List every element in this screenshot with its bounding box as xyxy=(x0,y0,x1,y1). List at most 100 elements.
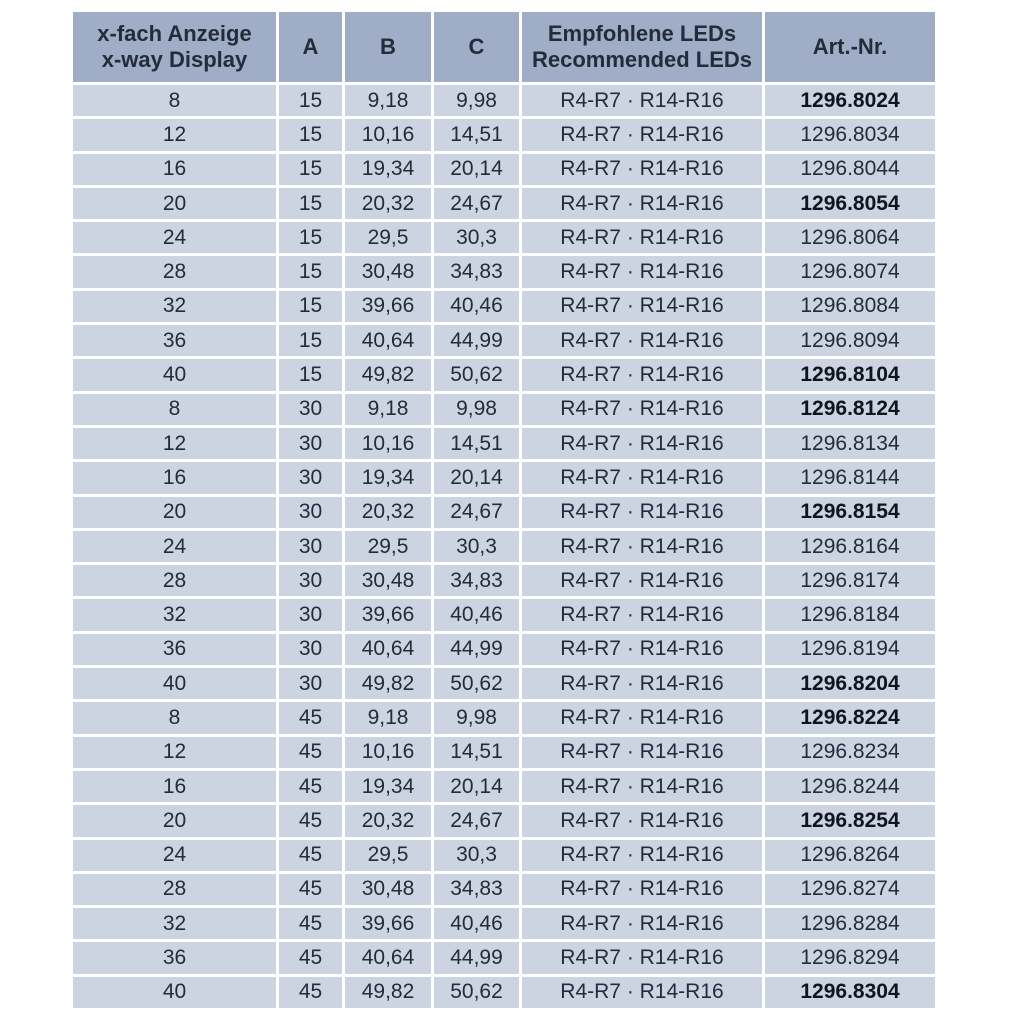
cell-x: 28 xyxy=(73,256,276,288)
table-row: 28 30 30,48 34,83 R4-R7 · R14-R16 1296.8174 xyxy=(73,565,935,597)
cell-a: 30 xyxy=(279,462,342,494)
cell-c: 24,67 xyxy=(434,805,519,837)
cell-c: 30,3 xyxy=(434,530,519,563)
cell-x: 24 xyxy=(73,222,276,254)
cell-b: 20,32 xyxy=(345,805,431,837)
table-row: 20 45 20,32 24,67 R4-R7 · R14-R16 1296.8254 xyxy=(73,805,935,837)
cell-x: 36 xyxy=(73,325,276,357)
cell-b: 9,18 xyxy=(345,702,431,734)
cell-leds: R4-R7 · R14-R16 xyxy=(522,908,762,940)
cell-leds: R4-R7 · R14-R16 xyxy=(522,427,762,460)
cell-b: 10,16 xyxy=(345,427,431,460)
cell-leds: R4-R7 · R14-R16 xyxy=(522,290,762,323)
cell-c: 20,14 xyxy=(434,153,519,185)
cell-art: 1296.8064 xyxy=(765,222,935,254)
cell-art: 1296.8224 xyxy=(765,702,935,734)
cell-x: 32 xyxy=(73,599,276,631)
cell-art: 1296.8194 xyxy=(765,633,935,666)
cell-b: 40,64 xyxy=(345,633,431,666)
cell-b: 29,5 xyxy=(345,839,431,871)
cell-c: 30,3 xyxy=(434,222,519,254)
cell-b: 49,82 xyxy=(345,668,431,700)
cell-leds: R4-R7 · R14-R16 xyxy=(522,359,762,391)
table-row: 12 15 10,16 14,51 R4-R7 · R14-R16 1296.8034 xyxy=(73,119,935,151)
cell-c: 24,67 xyxy=(434,496,519,528)
header-c: C xyxy=(434,12,519,82)
header-b: B xyxy=(345,12,431,82)
cell-x: 20 xyxy=(73,187,276,220)
cell-b: 39,66 xyxy=(345,599,431,631)
table-row: 12 45 10,16 14,51 R4-R7 · R14-R16 1296.8234 xyxy=(73,736,935,768)
cell-art: 1296.8054 xyxy=(765,187,935,220)
cell-leds: R4-R7 · R14-R16 xyxy=(522,736,762,768)
cell-leds: R4-R7 · R14-R16 xyxy=(522,668,762,700)
cell-c: 50,62 xyxy=(434,668,519,700)
cell-a: 45 xyxy=(279,839,342,871)
header-display-line1: x-fach Anzeige xyxy=(97,21,252,46)
cell-a: 15 xyxy=(279,290,342,323)
cell-a: 45 xyxy=(279,976,342,1009)
cell-b: 20,32 xyxy=(345,187,431,220)
cell-c: 40,46 xyxy=(434,908,519,940)
table-row: 32 15 39,66 40,46 R4-R7 · R14-R16 1296.8084 xyxy=(73,290,935,323)
cell-a: 30 xyxy=(279,565,342,597)
cell-x: 36 xyxy=(73,942,276,974)
table-row: 16 45 19,34 20,14 R4-R7 · R14-R16 1296.8244 xyxy=(73,770,935,803)
cell-leds: R4-R7 · R14-R16 xyxy=(522,805,762,837)
table-row: 12 30 10,16 14,51 R4-R7 · R14-R16 1296.8134 xyxy=(73,427,935,460)
table-row: 24 30 29,5 30,3 R4-R7 · R14-R16 1296.8164 xyxy=(73,530,935,563)
header-a: A xyxy=(279,12,342,82)
cell-c: 9,98 xyxy=(434,393,519,425)
cell-c: 14,51 xyxy=(434,427,519,460)
table-row: 8 15 9,18 9,98 R4-R7 · R14-R16 1296.8024 xyxy=(73,85,935,117)
table-row: 32 30 39,66 40,46 R4-R7 · R14-R16 1296.8184 xyxy=(73,599,935,631)
cell-c: 20,14 xyxy=(434,462,519,494)
cell-a: 45 xyxy=(279,736,342,768)
cell-leds: R4-R7 · R14-R16 xyxy=(522,565,762,597)
cell-c: 24,67 xyxy=(434,187,519,220)
cell-a: 30 xyxy=(279,633,342,666)
cell-x: 32 xyxy=(73,290,276,323)
cell-x: 32 xyxy=(73,908,276,940)
cell-b: 40,64 xyxy=(345,942,431,974)
cell-b: 9,18 xyxy=(345,393,431,425)
table-row: 40 15 49,82 50,62 R4-R7 · R14-R16 1296.8104 xyxy=(73,359,935,391)
cell-art: 1296.8294 xyxy=(765,942,935,974)
cell-a: 45 xyxy=(279,873,342,906)
cell-x: 12 xyxy=(73,427,276,460)
cell-art: 1296.8284 xyxy=(765,908,935,940)
cell-leds: R4-R7 · R14-R16 xyxy=(522,976,762,1009)
cell-a: 15 xyxy=(279,256,342,288)
cell-leds: R4-R7 · R14-R16 xyxy=(522,530,762,563)
cell-a: 30 xyxy=(279,496,342,528)
cell-art: 1296.8164 xyxy=(765,530,935,563)
table-row: 20 30 20,32 24,67 R4-R7 · R14-R16 1296.8154 xyxy=(73,496,935,528)
cell-b: 29,5 xyxy=(345,530,431,563)
cell-art: 1296.8174 xyxy=(765,565,935,597)
table-row: 16 15 19,34 20,14 R4-R7 · R14-R16 1296.8044 xyxy=(73,153,935,185)
cell-art: 1296.8264 xyxy=(765,839,935,871)
header-display: x-fach Anzeige x-way Display xyxy=(73,12,276,82)
cell-art: 1296.8234 xyxy=(765,736,935,768)
cell-a: 45 xyxy=(279,702,342,734)
table-row: 24 15 29,5 30,3 R4-R7 · R14-R16 1296.8064 xyxy=(73,222,935,254)
cell-b: 19,34 xyxy=(345,153,431,185)
header-leds-line2: Recommended LEDs xyxy=(531,47,753,72)
cell-leds: R4-R7 · R14-R16 xyxy=(522,187,762,220)
cell-x: 36 xyxy=(73,633,276,666)
cell-art: 1296.8254 xyxy=(765,805,935,837)
cell-leds: R4-R7 · R14-R16 xyxy=(522,222,762,254)
cell-art: 1296.8044 xyxy=(765,153,935,185)
cell-a: 15 xyxy=(279,153,342,185)
cell-x: 40 xyxy=(73,668,276,700)
table-row: 8 45 9,18 9,98 R4-R7 · R14-R16 1296.8224 xyxy=(73,702,935,734)
cell-a: 30 xyxy=(279,393,342,425)
cell-leds: R4-R7 · R14-R16 xyxy=(522,839,762,871)
cell-b: 10,16 xyxy=(345,119,431,151)
cell-c: 34,83 xyxy=(434,256,519,288)
cell-b: 39,66 xyxy=(345,290,431,323)
cell-c: 50,62 xyxy=(434,359,519,391)
cell-x: 20 xyxy=(73,805,276,837)
cell-b: 49,82 xyxy=(345,359,431,391)
cell-leds: R4-R7 · R14-R16 xyxy=(522,599,762,631)
